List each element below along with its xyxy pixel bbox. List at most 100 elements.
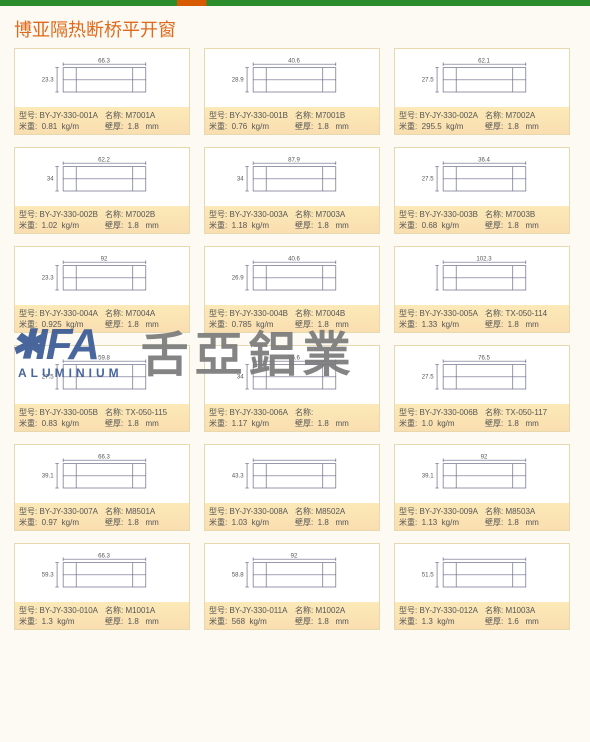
svg-text:39.1: 39.1 [421, 472, 433, 479]
product-card: 76.6 34 型号: BY-JY-330-006A 名称: 米重: 1.17 … [204, 345, 380, 432]
product-info: 型号: BY-JY-330-010A 名称: M1001A 米重: 1.3 kg… [15, 602, 189, 629]
name-label: 名称: [295, 407, 375, 418]
thickness-label: 壁厚: 1.8 mm [485, 517, 565, 528]
name-label: 名称: M7003B [485, 209, 565, 220]
product-card: 62.1 27.5 型号: BY-JY-330-002A 名称: M7002A … [394, 48, 570, 135]
name-label: 名称: M7004B [295, 308, 375, 319]
product-card: 66.3 59.3 型号: BY-JY-330-010A 名称: M1001A … [14, 543, 190, 630]
svg-text:27.5: 27.5 [41, 373, 53, 380]
thickness-label: 壁厚: 1.8 mm [105, 121, 185, 132]
profile-diagram: 36.4 27.5 [395, 148, 569, 206]
svg-text:58.8: 58.8 [231, 571, 243, 578]
model-label: 型号: BY-JY-330-005A [399, 308, 485, 319]
svg-text:27.5: 27.5 [421, 373, 433, 380]
product-card: 43.3 型号: BY-JY-330-008A 名称: M8502A 米重: 1… [204, 444, 380, 531]
weight-label: 米重: 0.68 kg/m [399, 220, 485, 231]
thickness-label: 壁厚: 1.8 mm [105, 319, 185, 330]
profile-diagram: 51.5 [395, 544, 569, 602]
product-info: 型号: BY-JY-330-003B 名称: M7003B 米重: 0.68 k… [395, 206, 569, 233]
model-label: 型号: BY-JY-330-012A [399, 605, 485, 616]
svg-text:26.9: 26.9 [231, 274, 243, 281]
svg-text:102.3: 102.3 [476, 255, 492, 262]
svg-text:66.3: 66.3 [98, 552, 110, 559]
svg-text:27.5: 27.5 [421, 76, 433, 83]
profile-diagram: 66.3 39.1 [15, 445, 189, 503]
model-label: 型号: BY-JY-330-003B [399, 209, 485, 220]
product-card: 51.5 型号: BY-JY-330-012A 名称: M1003A 米重: 1… [394, 543, 570, 630]
thickness-label: 壁厚: 1.6 mm [485, 616, 565, 627]
thickness-label: 壁厚: 1.8 mm [295, 220, 375, 231]
name-label: 名称: M8501A [105, 506, 185, 517]
product-card: 102.3 型号: BY-JY-330-005A 名称: TX-050-114 … [394, 246, 570, 333]
name-label: 名称: M7001B [295, 110, 375, 121]
product-info: 型号: BY-JY-330-005B 名称: TX-050-115 米重: 0.… [15, 404, 189, 431]
svg-text:43.3: 43.3 [231, 472, 243, 479]
name-label: 名称: M7002B [105, 209, 185, 220]
weight-label: 米重: 1.17 kg/m [209, 418, 295, 429]
name-label: 名称: TX-050-117 [485, 407, 565, 418]
product-card: 62.2 34 型号: BY-JY-330-002B 名称: M7002B 米重… [14, 147, 190, 234]
product-card: 92 39.1 型号: BY-JY-330-009A 名称: M8503A 米重… [394, 444, 570, 531]
weight-label: 米重: 1.18 kg/m [209, 220, 295, 231]
model-label: 型号: BY-JY-330-002B [19, 209, 105, 220]
svg-text:39.1: 39.1 [41, 472, 53, 479]
model-label: 型号: BY-JY-330-004B [209, 308, 295, 319]
model-label: 型号: BY-JY-330-001B [209, 110, 295, 121]
model-label: 型号: BY-JY-330-009A [399, 506, 485, 517]
model-label: 型号: BY-JY-330-006A [209, 407, 295, 418]
profile-diagram: 40.6 26.9 [205, 247, 379, 305]
model-label: 型号: BY-JY-330-011A [209, 605, 295, 616]
name-label: 名称: M8502A [295, 506, 375, 517]
weight-label: 米重: 0.76 kg/m [209, 121, 295, 132]
weight-label: 米重: 1.03 kg/m [209, 517, 295, 528]
model-label: 型号: BY-JY-330-001A [19, 110, 105, 121]
profile-diagram: 62.2 34 [15, 148, 189, 206]
profile-diagram: 87.9 34 [205, 148, 379, 206]
product-info: 型号: BY-JY-330-002B 名称: M7002B 米重: 1.02 k… [15, 206, 189, 233]
profile-diagram: 76.5 27.5 [395, 346, 569, 404]
weight-label: 米重: 1.3 kg/m [19, 616, 105, 627]
thickness-label: 壁厚: 1.8 mm [295, 319, 375, 330]
svg-text:34: 34 [237, 175, 244, 182]
svg-text:27.5: 27.5 [421, 175, 433, 182]
product-card: 92 23.3 型号: BY-JY-330-004A 名称: M7004A 米重… [14, 246, 190, 333]
weight-label: 米重: 1.33 kg/m [399, 319, 485, 330]
profile-diagram: 59.8 27.5 [15, 346, 189, 404]
profile-diagram: 40.6 28.9 [205, 49, 379, 107]
svg-text:59.3: 59.3 [41, 571, 53, 578]
name-label: 名称: M7002A [485, 110, 565, 121]
model-label: 型号: BY-JY-330-004A [19, 308, 105, 319]
product-info: 型号: BY-JY-330-009A 名称: M8503A 米重: 1.13 k… [395, 503, 569, 530]
thickness-label: 壁厚: 1.8 mm [105, 616, 185, 627]
product-info: 型号: BY-JY-330-004A 名称: M7004A 米重: 0.925 … [15, 305, 189, 332]
svg-text:34: 34 [237, 373, 244, 380]
svg-text:23.3: 23.3 [41, 274, 53, 281]
weight-label: 米重: 0.97 kg/m [19, 517, 105, 528]
svg-text:36.4: 36.4 [478, 156, 490, 163]
weight-label: 米重: 568 kg/m [209, 616, 295, 627]
model-label: 型号: BY-JY-330-007A [19, 506, 105, 517]
svg-text:76.6: 76.6 [288, 354, 300, 361]
profile-diagram: 92 39.1 [395, 445, 569, 503]
svg-text:34: 34 [47, 175, 54, 182]
profile-diagram: 102.3 [395, 247, 569, 305]
name-label: 名称: M8503A [485, 506, 565, 517]
product-card: 40.6 28.9 型号: BY-JY-330-001B 名称: M7001B … [204, 48, 380, 135]
name-label: 名称: M1003A [485, 605, 565, 616]
product-card: 87.9 34 型号: BY-JY-330-003A 名称: M7003A 米重… [204, 147, 380, 234]
thickness-label: 壁厚: 1.8 mm [295, 418, 375, 429]
model-label: 型号: BY-JY-330-005B [19, 407, 105, 418]
thickness-label: 壁厚: 1.8 mm [295, 121, 375, 132]
weight-label: 米重: 0.83 kg/m [19, 418, 105, 429]
weight-label: 米重: 1.13 kg/m [399, 517, 485, 528]
thickness-label: 壁厚: 1.8 mm [105, 517, 185, 528]
thickness-label: 壁厚: 1.8 mm [485, 121, 565, 132]
thickness-label: 壁厚: 1.8 mm [485, 418, 565, 429]
name-label: 名称: M1002A [295, 605, 375, 616]
model-label: 型号: BY-JY-330-002A [399, 110, 485, 121]
product-info: 型号: BY-JY-330-002A 名称: M7002A 米重: 295.5 … [395, 107, 569, 134]
product-info: 型号: BY-JY-330-005A 名称: TX-050-114 米重: 1.… [395, 305, 569, 332]
name-label: 名称: TX-050-115 [105, 407, 185, 418]
product-info: 型号: BY-JY-330-011A 名称: M1002A 米重: 568 kg… [205, 602, 379, 629]
product-info: 型号: BY-JY-330-007A 名称: M8501A 米重: 0.97 k… [15, 503, 189, 530]
